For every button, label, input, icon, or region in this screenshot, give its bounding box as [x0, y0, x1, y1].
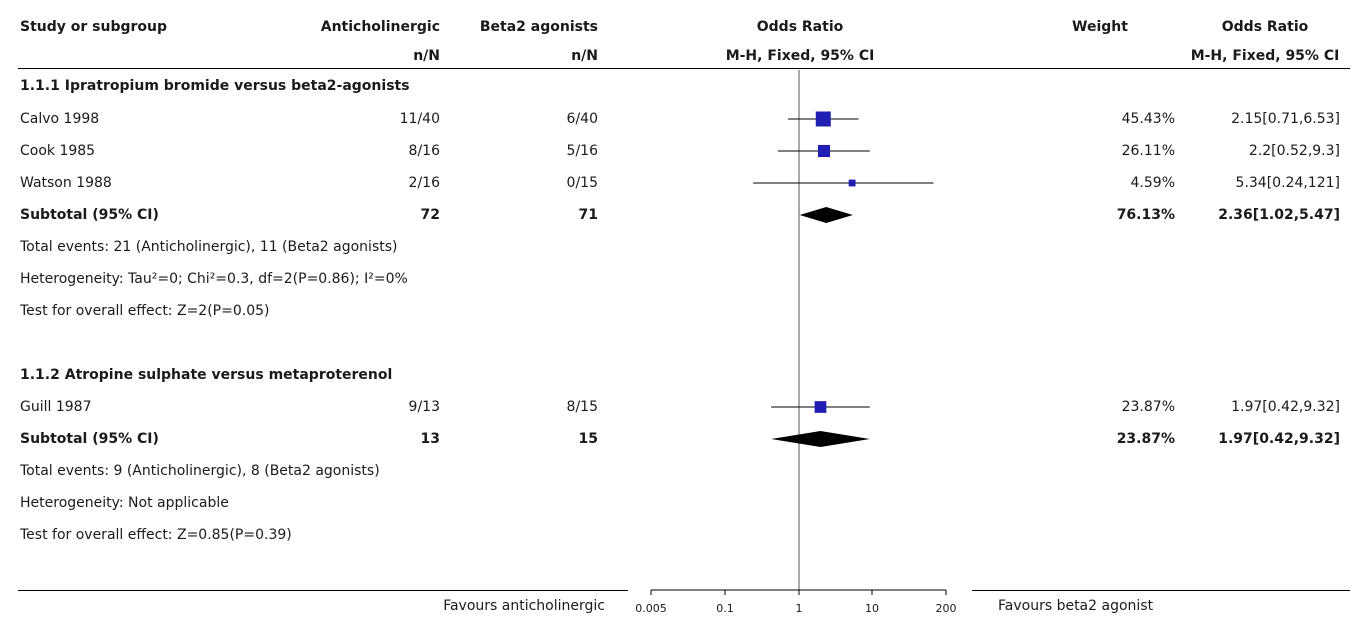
overall-effect-note: Test for overall effect: Z=0.85(P=0.39) [20, 527, 292, 543]
subheader-or-plot: M-H, Fixed, 95% CI [725, 48, 875, 64]
subtotal-weight: 76.13% [1116, 207, 1175, 223]
x-tick-label: 200 [936, 602, 957, 615]
header-anticholinergic: Anticholinergic [320, 19, 440, 35]
study-or-ci: 2.15[0.71,6.53] [1231, 111, 1340, 127]
subheader-or-text: M-H, Fixed, 95% CI [1190, 48, 1340, 64]
study-weight: 26.11% [1121, 143, 1175, 159]
header-beta2: Beta2 agonists [479, 19, 598, 35]
study-or-ci: 1.97[0.42,9.32] [1231, 399, 1340, 415]
study-weight: 45.43% [1121, 111, 1175, 127]
group-title: 1.1.1 Ipratropium bromide versus beta2-a… [20, 78, 410, 94]
subtotal-diamond [771, 431, 870, 447]
subtotal-label: Subtotal (95% CI) [20, 431, 159, 447]
subtotal-anticholinergic: 72 [420, 207, 440, 223]
subtotal-label: Subtotal (95% CI) [20, 207, 159, 223]
subtotal-beta2: 71 [578, 207, 598, 223]
favours-left-label: Favours anticholinergic [443, 598, 605, 614]
overall-effect-note: Test for overall effect: Z=2(P=0.05) [20, 303, 270, 319]
subtotal-anticholinergic: 13 [420, 431, 440, 447]
x-tick-label: 0.005 [635, 602, 667, 615]
footer-rule-right [972, 590, 1350, 591]
study-anticholinergic: 9/13 [408, 399, 440, 415]
study-or-ci: 5.34[0.24,121] [1235, 175, 1340, 191]
header-odds-ratio-plot: Odds Ratio [756, 19, 844, 35]
study-name: Guill 1987 [20, 399, 92, 415]
study-name: Calvo 1998 [20, 111, 100, 127]
study-anticholinergic: 11/40 [399, 111, 440, 127]
total-events-note: Total events: 21 (Anticholinergic), 11 (… [20, 239, 398, 255]
group-title: 1.1.2 Atropine sulphate versus metaprote… [20, 367, 393, 383]
header-odds-ratio-text: Odds Ratio [1221, 19, 1309, 35]
study-beta2: 8/15 [566, 399, 598, 415]
study-square [815, 111, 831, 127]
total-events-note: Total events: 9 (Anticholinergic), 8 (Be… [20, 463, 380, 479]
x-tick-label: 0.1 [716, 602, 734, 615]
study-beta2: 5/16 [566, 143, 598, 159]
favours-right-label: Favours beta2 agonist [998, 598, 1154, 614]
study-name: Cook 1985 [20, 143, 96, 159]
subtotal-weight: 23.87% [1116, 431, 1175, 447]
header-rule [18, 68, 1350, 69]
study-square [817, 144, 831, 158]
study-name: Watson 1988 [20, 175, 112, 191]
study-weight: 23.87% [1121, 399, 1175, 415]
study-square [848, 179, 856, 187]
header-weight: Weight [1072, 19, 1128, 35]
study-or-ci: 2.2[0.52,9.3] [1248, 143, 1340, 159]
subtotal-beta2: 15 [578, 431, 598, 447]
heterogeneity-note: Heterogeneity: Not applicable [20, 495, 229, 511]
study-anticholinergic: 2/16 [408, 175, 440, 191]
study-weight: 4.59% [1130, 175, 1175, 191]
subtotal-or-ci: 1.97[0.42,9.32] [1218, 431, 1340, 447]
subtotal-or-ci: 2.36[1.02,5.47] [1218, 207, 1340, 223]
study-anticholinergic: 8/16 [408, 143, 440, 159]
heterogeneity-note: Heterogeneity: Tau²=0; Chi²=0.3, df=2(P=… [20, 271, 408, 287]
subheader-anticholinergic: n/N [413, 48, 440, 64]
subheader-beta2: n/N [571, 48, 598, 64]
x-tick-label: 10 [865, 602, 879, 615]
study-beta2: 0/15 [566, 175, 598, 191]
study-square [814, 401, 827, 413]
study-beta2: 6/40 [566, 111, 598, 127]
footer-rule-left [18, 590, 628, 591]
subtotal-diamond [799, 207, 853, 223]
x-tick-label: 1 [796, 602, 803, 615]
header-study: Study or subgroup [20, 19, 168, 35]
